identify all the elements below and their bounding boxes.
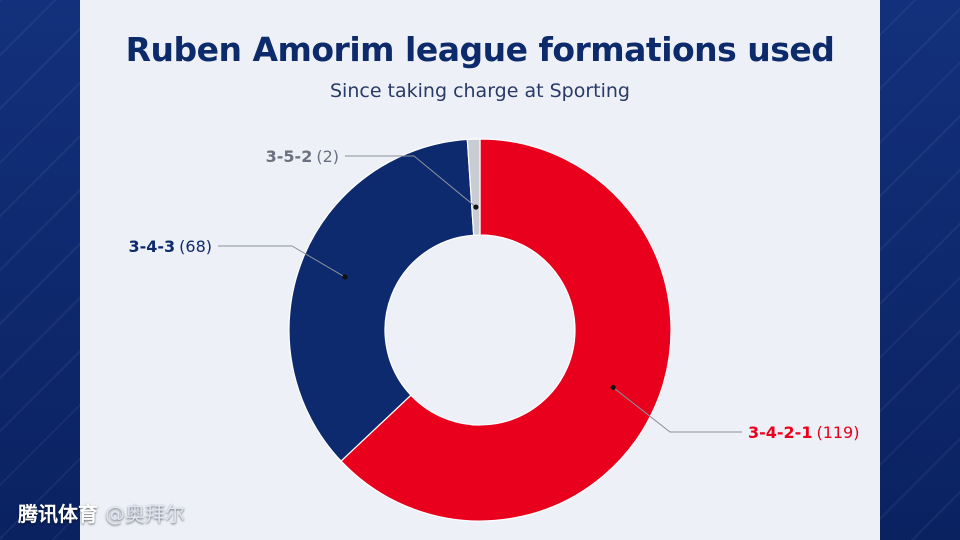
watermark: 腾讯体育 @奥拜尔: [18, 498, 185, 527]
slice-3-4-2-1: [340, 138, 672, 522]
slice-3-5-2: [466, 138, 481, 236]
label-value-3-4-3: (68): [179, 237, 212, 256]
label-3-4-2-1: 3-4-2-1 (119): [748, 423, 859, 442]
leader-dot-3-5-2: [473, 204, 479, 210]
label-name-3-5-2: 3-5-2: [266, 147, 313, 166]
leader-3-5-2: [345, 155, 477, 208]
label-3-5-2: 3-5-2 (2): [266, 147, 339, 166]
leader-dot-3-4-3: [342, 274, 348, 280]
leader-dot-3-4-2-1: [610, 384, 616, 391]
watermark-brand: 腾讯体育: [18, 502, 98, 526]
chart-title: Ruben Amorim league formations used: [125, 30, 835, 69]
slice-labels: 3-4-2-1 (119) 3-4-3 (68) 3-5-2 (2): [128, 147, 859, 442]
label-3-4-3: 3-4-3 (68): [128, 237, 212, 256]
leader-lines: [218, 155, 742, 433]
chart-subtitle: Since taking charge at Sporting: [330, 80, 630, 102]
label-value-3-4-2-1: (119): [816, 423, 859, 442]
label-name-3-4-2-1: 3-4-2-1: [748, 423, 812, 442]
donut-slices: [288, 138, 672, 522]
watermark-author: @奥拜尔: [104, 502, 185, 526]
label-value-3-5-2: (2): [316, 147, 339, 166]
slice-3-4-3: [288, 138, 475, 462]
leader-3-4-3: [218, 245, 346, 278]
label-name-3-4-3: 3-4-3: [128, 237, 175, 256]
leader-3-4-2-1: [612, 387, 742, 433]
